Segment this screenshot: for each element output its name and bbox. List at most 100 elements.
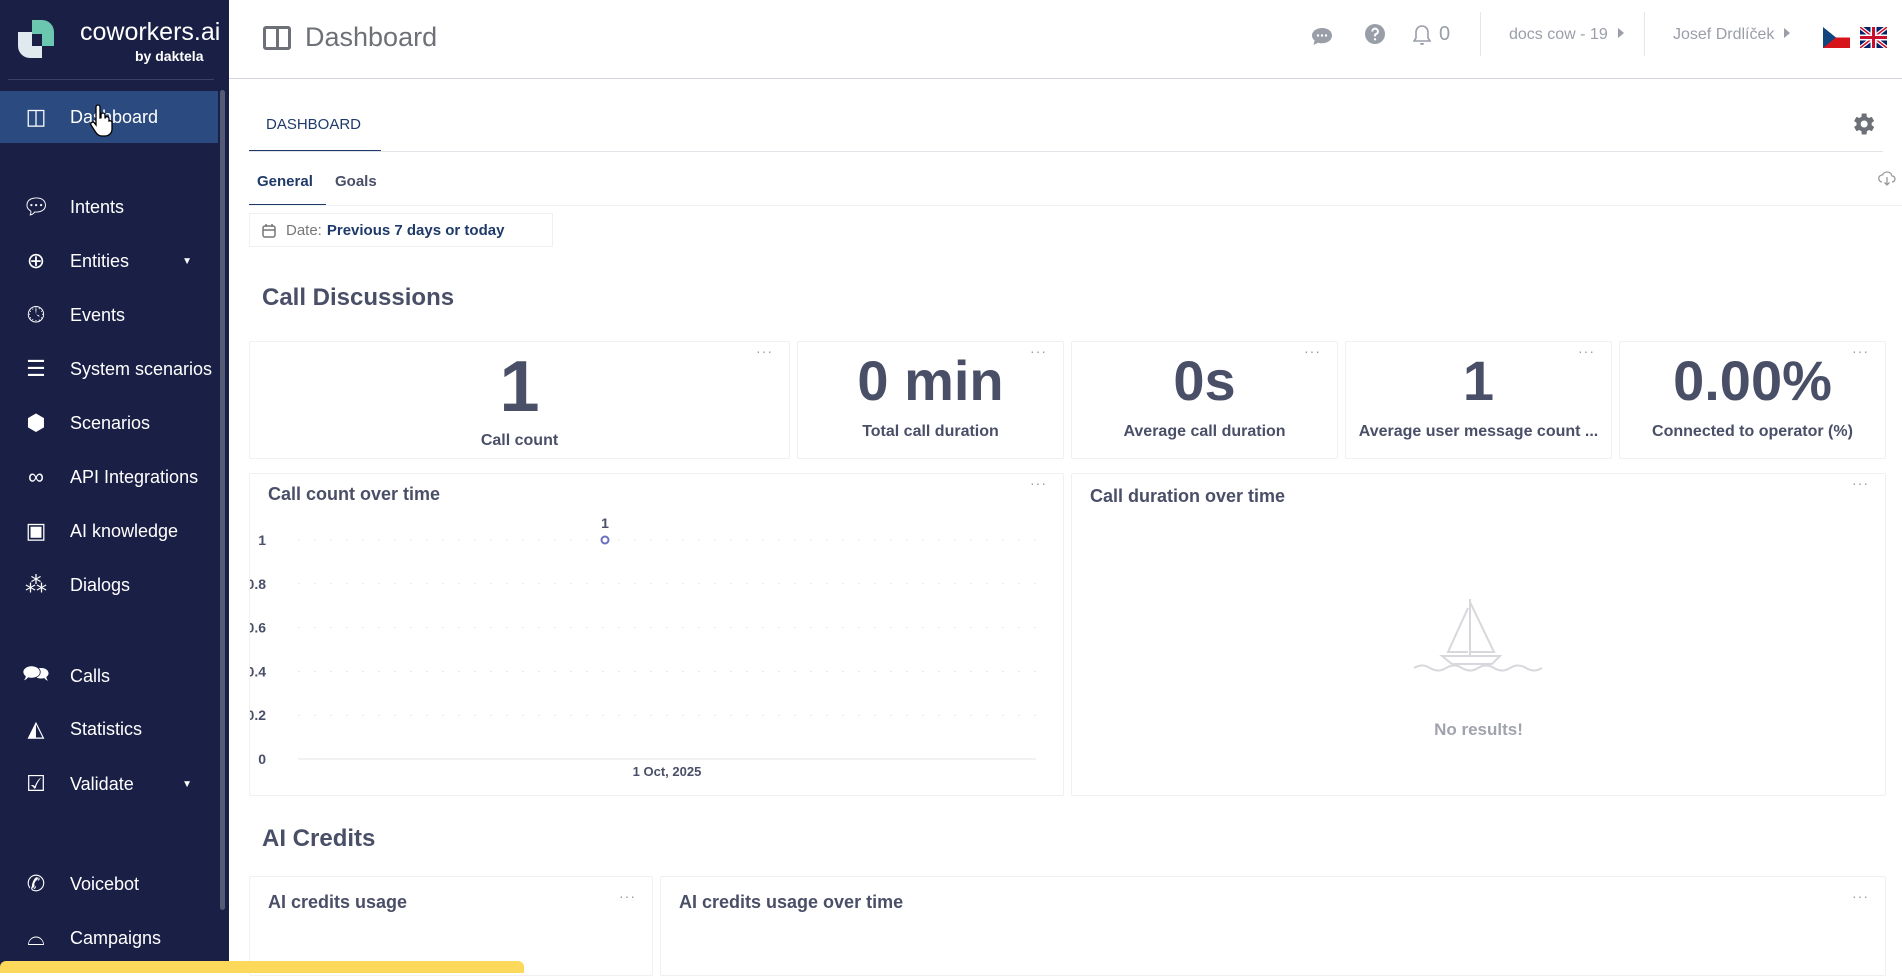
sidebar-item-label: Validate [70,773,134,794]
card-menu-button[interactable]: ··· [1030,343,1047,359]
call-count-chart-card: Call count over time ··· 0 0.2 0.4 0.6 0.8 1 1… [249,473,1064,796]
hand-cursor-icon [90,104,113,137]
chat-icon[interactable] [1311,26,1333,46]
filter-label: Date: [286,221,322,239]
subtab-goals[interactable]: Goals [335,173,377,190]
kpi-card: ··· 0.00% Connected to operator (%) [1619,341,1886,459]
kpi-card: ··· 0s Average call duration [1071,341,1338,459]
card-menu-button[interactable]: ··· [756,343,773,359]
call-count-chart: 0 0.2 0.4 0.6 0.8 1 1 1 Oct, 2025 [250,515,1036,779]
y-tick-label: 0.6 [250,620,266,636]
sidebar-item-label: API Integrations [70,466,199,487]
y-tick-label: 0.8 [250,576,266,592]
card-title: AI credits usage over time [679,892,904,912]
ai-chip-icon: ▣ [25,518,47,543]
kpi-label: Average call duration [1123,423,1286,440]
uk-flag-icon[interactable] [1860,27,1887,48]
data-point [600,535,610,545]
project-name: docs cow - 19 [1509,26,1608,43]
card-menu-button[interactable]: ··· [1304,343,1321,359]
tab-dashboard[interactable]: DASHBOARD [266,116,362,133]
card-menu-button[interactable]: ··· [619,888,636,904]
brand-name: coworkers.ai [80,18,221,46]
kpi-card: ··· 0 min Total call duration [797,341,1064,459]
sidebar-item-label: Campaigns [70,927,162,948]
gear-icon[interactable] [1849,110,1877,138]
date-filter[interactable]: Date: Previous 7 days or today [249,213,553,247]
brand-sub: by daktela [135,48,204,64]
subtab-general[interactable]: General [257,173,313,190]
card-menu-button[interactable]: ··· [1852,475,1869,491]
chat-bubble-icon: 💬︎ [22,194,50,219]
sidebar-item-ai-knowledge[interactable]: ▣ AI knowledge [0,505,218,557]
call-duration-chart-card: Call duration over time ··· No results! [1071,473,1886,796]
sidebar-item-statistics[interactable]: ◭ Statistics [0,703,218,755]
card-menu-button[interactable]: ··· [1030,475,1047,491]
sidebar-item-api-integrations[interactable]: ∞ API Integrations [0,451,218,503]
card-title: AI credits usage [268,892,408,912]
calendar-icon [262,223,276,238]
ai-credits-over-time-card: AI credits usage over time ··· [660,876,1886,976]
phone-icon: ✆ [26,871,46,896]
cubes-icon: ⁂ [25,572,47,597]
sidebar-item-calls[interactable]: 🗪 Calls [0,650,218,702]
sidebar-item-scenarios[interactable]: ⬢ Scenarios [0,397,218,449]
help-icon[interactable] [1365,24,1385,44]
sidebar-item-entities[interactable]: ⊕ Entities ▼ [0,235,218,287]
project-selector[interactable]: docs cow - 19 [1509,26,1628,44]
sidebar-scrollbar[interactable] [220,90,225,910]
voicemail-icon: ⌓ [27,925,45,950]
user-menu[interactable]: Josef Drdlíček [1673,26,1794,44]
kpi-card: ··· 1 Average user message count ... [1345,341,1612,459]
plus-bubble-icon: ⊕ [26,248,46,273]
divider [8,79,214,80]
sidebar-item-label: Entities [70,250,130,271]
page-title: Dashboard [305,22,438,52]
sidebar-item-label: Voicebot [70,873,140,894]
bell-icon[interactable] [1413,24,1431,46]
kpi-card: ··· 1 Call count [249,341,790,459]
layers-icon: ☰ [26,356,46,381]
czech-flag-icon[interactable] [1823,27,1850,48]
notification-count[interactable]: 0 [1439,23,1451,45]
sidebar-item-intents[interactable]: 💬︎ Intents [0,181,218,233]
kpi-value: 0 min [857,349,1004,412]
kpi-label: Total call duration [862,423,999,440]
card-menu-button[interactable]: ··· [1852,343,1869,359]
caret-right-icon [1784,28,1791,38]
sidebar-item-label: System scenarios [70,358,213,379]
kpi-value: 0.00% [1673,349,1832,412]
y-tick-label: 1 [258,532,266,548]
sidebar-item-voicebot[interactable]: ✆ Voicebot [0,858,218,910]
card-menu-button[interactable]: ··· [1852,888,1869,904]
top-header: Dashboard 0 docs cow - 19 Josef Drdlíček [229,0,1902,79]
divider [1644,12,1645,56]
sidebar-item-label: Events [70,304,126,325]
sidebar-item-dialogs[interactable]: ⁂ Dialogs [0,559,218,611]
no-results-text: No results! [1434,720,1523,739]
card-menu-button[interactable]: ··· [1578,343,1595,359]
area-chart-icon: ◭ [27,716,45,741]
sidebar-item-label: Intents [70,196,125,217]
x-tick-label: 1 Oct, 2025 [633,764,702,779]
checkbox-icon: ☑ [26,771,46,796]
sidebar-item-validate[interactable]: ☑ Validate ▼ [0,758,218,810]
chevron-down-icon[interactable]: ▼ [182,778,192,790]
coworkers-logo [18,20,54,58]
link-icon: ∞ [28,464,44,489]
sidebar-item-campaigns[interactable]: ⌓ Campaigns [0,912,218,964]
sidebar-item-label: Scenarios [70,412,151,433]
sidebar-item-events[interactable]: 🕓︎ Events [0,289,218,341]
cube-icon: ⬢ [26,410,46,435]
kpi-value: 0s [1173,349,1236,412]
sidebar: coworkers.ai by daktela ◫ Dashboard 💬︎ Inte… [0,0,229,970]
divider [1480,12,1481,56]
dashboard-icon: ◫ [25,104,47,129]
chevron-down-icon[interactable]: ▼ [182,255,192,267]
filter-value: Previous 7 days or today [326,221,505,239]
cloud-download-icon[interactable] [1878,170,1896,186]
dashboard-icon [263,26,291,50]
notification-banner[interactable] [0,961,524,973]
sidebar-item-label: Calls [70,665,111,686]
sidebar-item-system-scenarios[interactable]: ☰ System scenarios [0,343,218,395]
